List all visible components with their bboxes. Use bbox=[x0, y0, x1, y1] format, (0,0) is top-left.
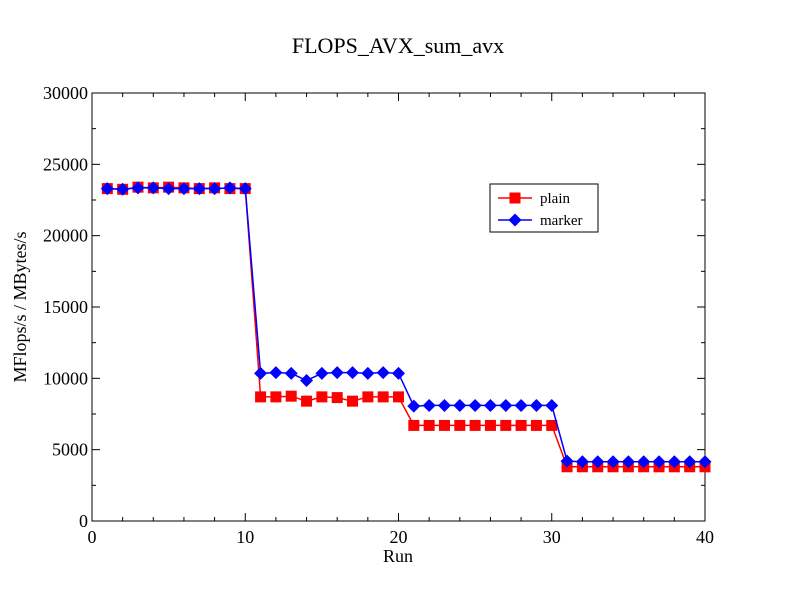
data-point-plain bbox=[423, 419, 435, 431]
data-point-marker bbox=[407, 399, 421, 413]
data-point-plain bbox=[362, 391, 374, 403]
data-point-marker bbox=[300, 373, 314, 387]
data-point-marker bbox=[254, 366, 268, 380]
data-point-marker bbox=[606, 455, 620, 469]
data-point-marker bbox=[269, 366, 283, 380]
legend-marker-marker bbox=[508, 213, 522, 227]
x-tick-label: 10 bbox=[236, 527, 254, 547]
legend: plain marker bbox=[489, 183, 599, 233]
data-point-plain bbox=[285, 390, 297, 402]
data-point-marker bbox=[621, 455, 635, 469]
data-point-plain bbox=[393, 391, 404, 403]
data-point-marker bbox=[177, 182, 191, 196]
series-layer bbox=[100, 181, 712, 473]
y-tick-label: 10000 bbox=[43, 368, 88, 388]
data-point-marker bbox=[146, 181, 160, 195]
data-point-marker bbox=[192, 182, 206, 196]
data-point-marker bbox=[131, 181, 145, 195]
x-tick-label: 20 bbox=[390, 527, 408, 547]
series-plain bbox=[101, 181, 711, 473]
data-point-marker bbox=[560, 454, 574, 468]
data-point-marker bbox=[514, 398, 528, 412]
data-point-plain bbox=[438, 419, 450, 431]
data-point-plain bbox=[377, 391, 389, 403]
data-point-plain bbox=[255, 391, 267, 403]
y-tick-label: 15000 bbox=[43, 297, 88, 317]
data-point-marker bbox=[238, 182, 252, 196]
data-point-marker bbox=[208, 182, 222, 196]
data-point-marker bbox=[361, 366, 375, 380]
y-tick-label: 5000 bbox=[52, 440, 88, 460]
data-point-marker bbox=[499, 398, 513, 412]
data-point-marker bbox=[667, 455, 681, 469]
data-point-plain bbox=[469, 419, 481, 431]
series-marker bbox=[100, 181, 712, 469]
data-point-plain bbox=[515, 419, 527, 431]
data-point-marker bbox=[162, 182, 176, 196]
y-axis-label: MFlops/s / MBytes/s bbox=[10, 231, 30, 382]
data-point-marker bbox=[223, 181, 237, 195]
data-point-marker bbox=[637, 455, 651, 469]
x-tick-label: 30 bbox=[543, 527, 561, 547]
data-point-plain bbox=[530, 419, 542, 431]
x-axis-label: Run bbox=[383, 546, 413, 566]
data-point-marker bbox=[468, 398, 482, 412]
data-point-plain bbox=[408, 419, 420, 431]
data-point-marker bbox=[683, 455, 697, 469]
data-point-marker bbox=[591, 455, 605, 469]
data-point-marker bbox=[575, 455, 589, 469]
series-line-marker bbox=[107, 187, 705, 463]
data-point-marker bbox=[483, 398, 497, 412]
data-point-marker bbox=[545, 398, 559, 412]
data-point-plain bbox=[316, 391, 328, 403]
data-point-marker bbox=[315, 366, 329, 380]
data-point-plain bbox=[270, 391, 282, 403]
y-axis: 0 5000 10000 15000 20000 25000 30000 bbox=[43, 83, 705, 531]
data-point-marker bbox=[100, 182, 114, 196]
data-point-marker bbox=[116, 182, 130, 196]
data-point-plain bbox=[347, 395, 359, 407]
data-point-marker bbox=[392, 366, 405, 380]
data-point-plain bbox=[546, 419, 558, 431]
data-point-marker bbox=[652, 455, 666, 469]
data-point-marker bbox=[346, 366, 360, 380]
data-point-marker bbox=[529, 398, 543, 412]
x-tick-label: 40 bbox=[696, 527, 714, 547]
data-point-plain bbox=[331, 392, 343, 404]
data-point-marker bbox=[698, 455, 712, 469]
data-point-plain bbox=[500, 419, 512, 431]
y-tick-label: 20000 bbox=[43, 226, 88, 246]
legend-marker-plain bbox=[509, 192, 521, 204]
legend-box bbox=[489, 183, 599, 233]
data-point-plain bbox=[301, 395, 313, 407]
data-point-marker bbox=[330, 366, 344, 380]
x-tick-label: 0 bbox=[88, 527, 97, 547]
legend-label-plain: plain bbox=[540, 191, 570, 207]
data-point-marker bbox=[437, 398, 451, 412]
legend-label-marker: marker bbox=[540, 213, 582, 229]
data-point-plain bbox=[484, 419, 496, 431]
y-tick-label: 25000 bbox=[43, 154, 88, 174]
data-point-marker bbox=[376, 366, 390, 380]
data-point-marker bbox=[453, 398, 467, 412]
data-point-marker bbox=[422, 398, 436, 412]
y-tick-label: 30000 bbox=[43, 83, 88, 103]
x-axis: 0 10 20 30 40 bbox=[88, 93, 714, 547]
chart-title: FLOPS_AVX_sum_avx bbox=[292, 33, 504, 58]
data-point-plain bbox=[454, 419, 466, 431]
y-tick-label: 0 bbox=[79, 511, 88, 531]
data-point-marker bbox=[284, 366, 298, 380]
series-line-plain bbox=[107, 186, 705, 468]
